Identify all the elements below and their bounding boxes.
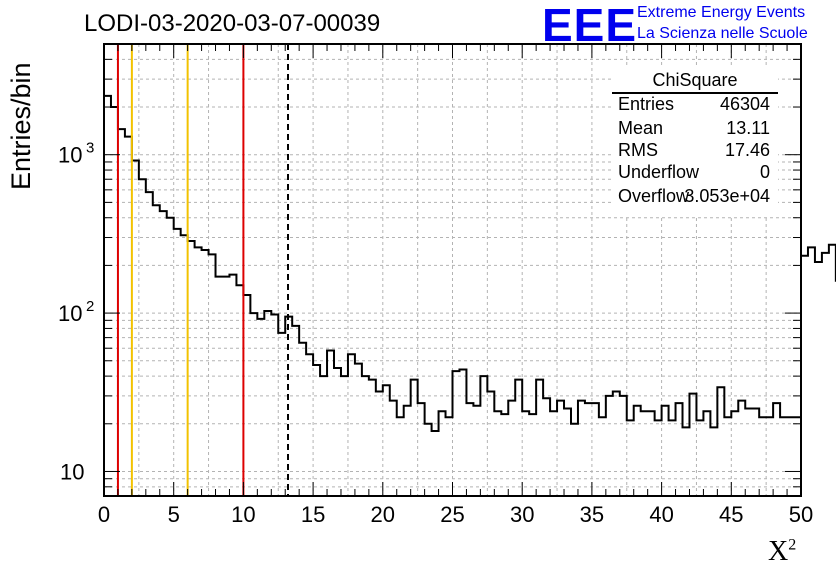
x-axis-label: X2 [768, 536, 796, 568]
stats-row-underflow: Underflow 0 [618, 162, 770, 184]
reference-lines [116, 44, 290, 496]
stats-label: Overflow [618, 186, 690, 206]
stats-value: 17.46 [724, 140, 770, 160]
stats-label: Mean [618, 118, 664, 138]
stats-label: Underflow [618, 162, 700, 182]
x-tick-label: 40 [649, 502, 673, 527]
stats-label: RMS [618, 140, 658, 160]
x-axis-label-exponent: 2 [788, 536, 797, 554]
x-tick-label: 10 [231, 502, 255, 527]
axis-ticks [103, 43, 802, 497]
y-tick-label: 10 [58, 143, 82, 168]
stats-label: Entries [618, 94, 675, 114]
x-tick-label: 15 [301, 502, 325, 527]
grid [103, 43, 802, 497]
x-tick-label: 45 [719, 502, 743, 527]
stats-value: 0 [759, 162, 770, 182]
stats-value: 3.053e+04 [684, 186, 770, 206]
x-tick-label: 0 [98, 502, 110, 527]
x-tick-label: 25 [440, 502, 464, 527]
x-tick-label: 20 [371, 502, 395, 527]
x-tick-label: 50 [789, 502, 813, 527]
y-tick-label: 10 [60, 459, 84, 484]
stats-value: 46304 [719, 94, 770, 114]
x-axis-label-base: X [768, 536, 789, 567]
y-tick-label-exponent: 3 [86, 140, 94, 157]
y-axis-label: Entries/bin [6, 62, 36, 190]
y-tick-label: 10 [58, 301, 82, 326]
logo-line-2: La Scienza nelle Scuole [637, 25, 808, 42]
stats-title-underline [612, 92, 778, 94]
y-tick-label-exponent: 2 [86, 298, 94, 315]
eee-logo: EEE [542, 0, 638, 51]
chart-title: LODI-03-2020-03-07-00039 [84, 10, 381, 37]
logo-line-1: Extreme Energy Events [637, 4, 806, 21]
x-tick-label: 30 [510, 502, 534, 527]
stats-row-rms: RMS 17.46 [618, 140, 770, 162]
stats-value: 13.11 [726, 118, 770, 138]
stats-title: ChiSquare [652, 70, 738, 90]
stats-row-overflow: Overflow 3.053e+04 [618, 186, 770, 208]
stats-row-entries: Entries 46304 [618, 94, 770, 116]
x-tick-label: 35 [580, 502, 604, 527]
x-tick-label: 5 [168, 502, 180, 527]
stats-row-mean: Mean 13.11 [618, 118, 770, 140]
statistics-box: ChiSquare Entries 46304 Mean 13.11 RMS 1… [612, 68, 778, 216]
